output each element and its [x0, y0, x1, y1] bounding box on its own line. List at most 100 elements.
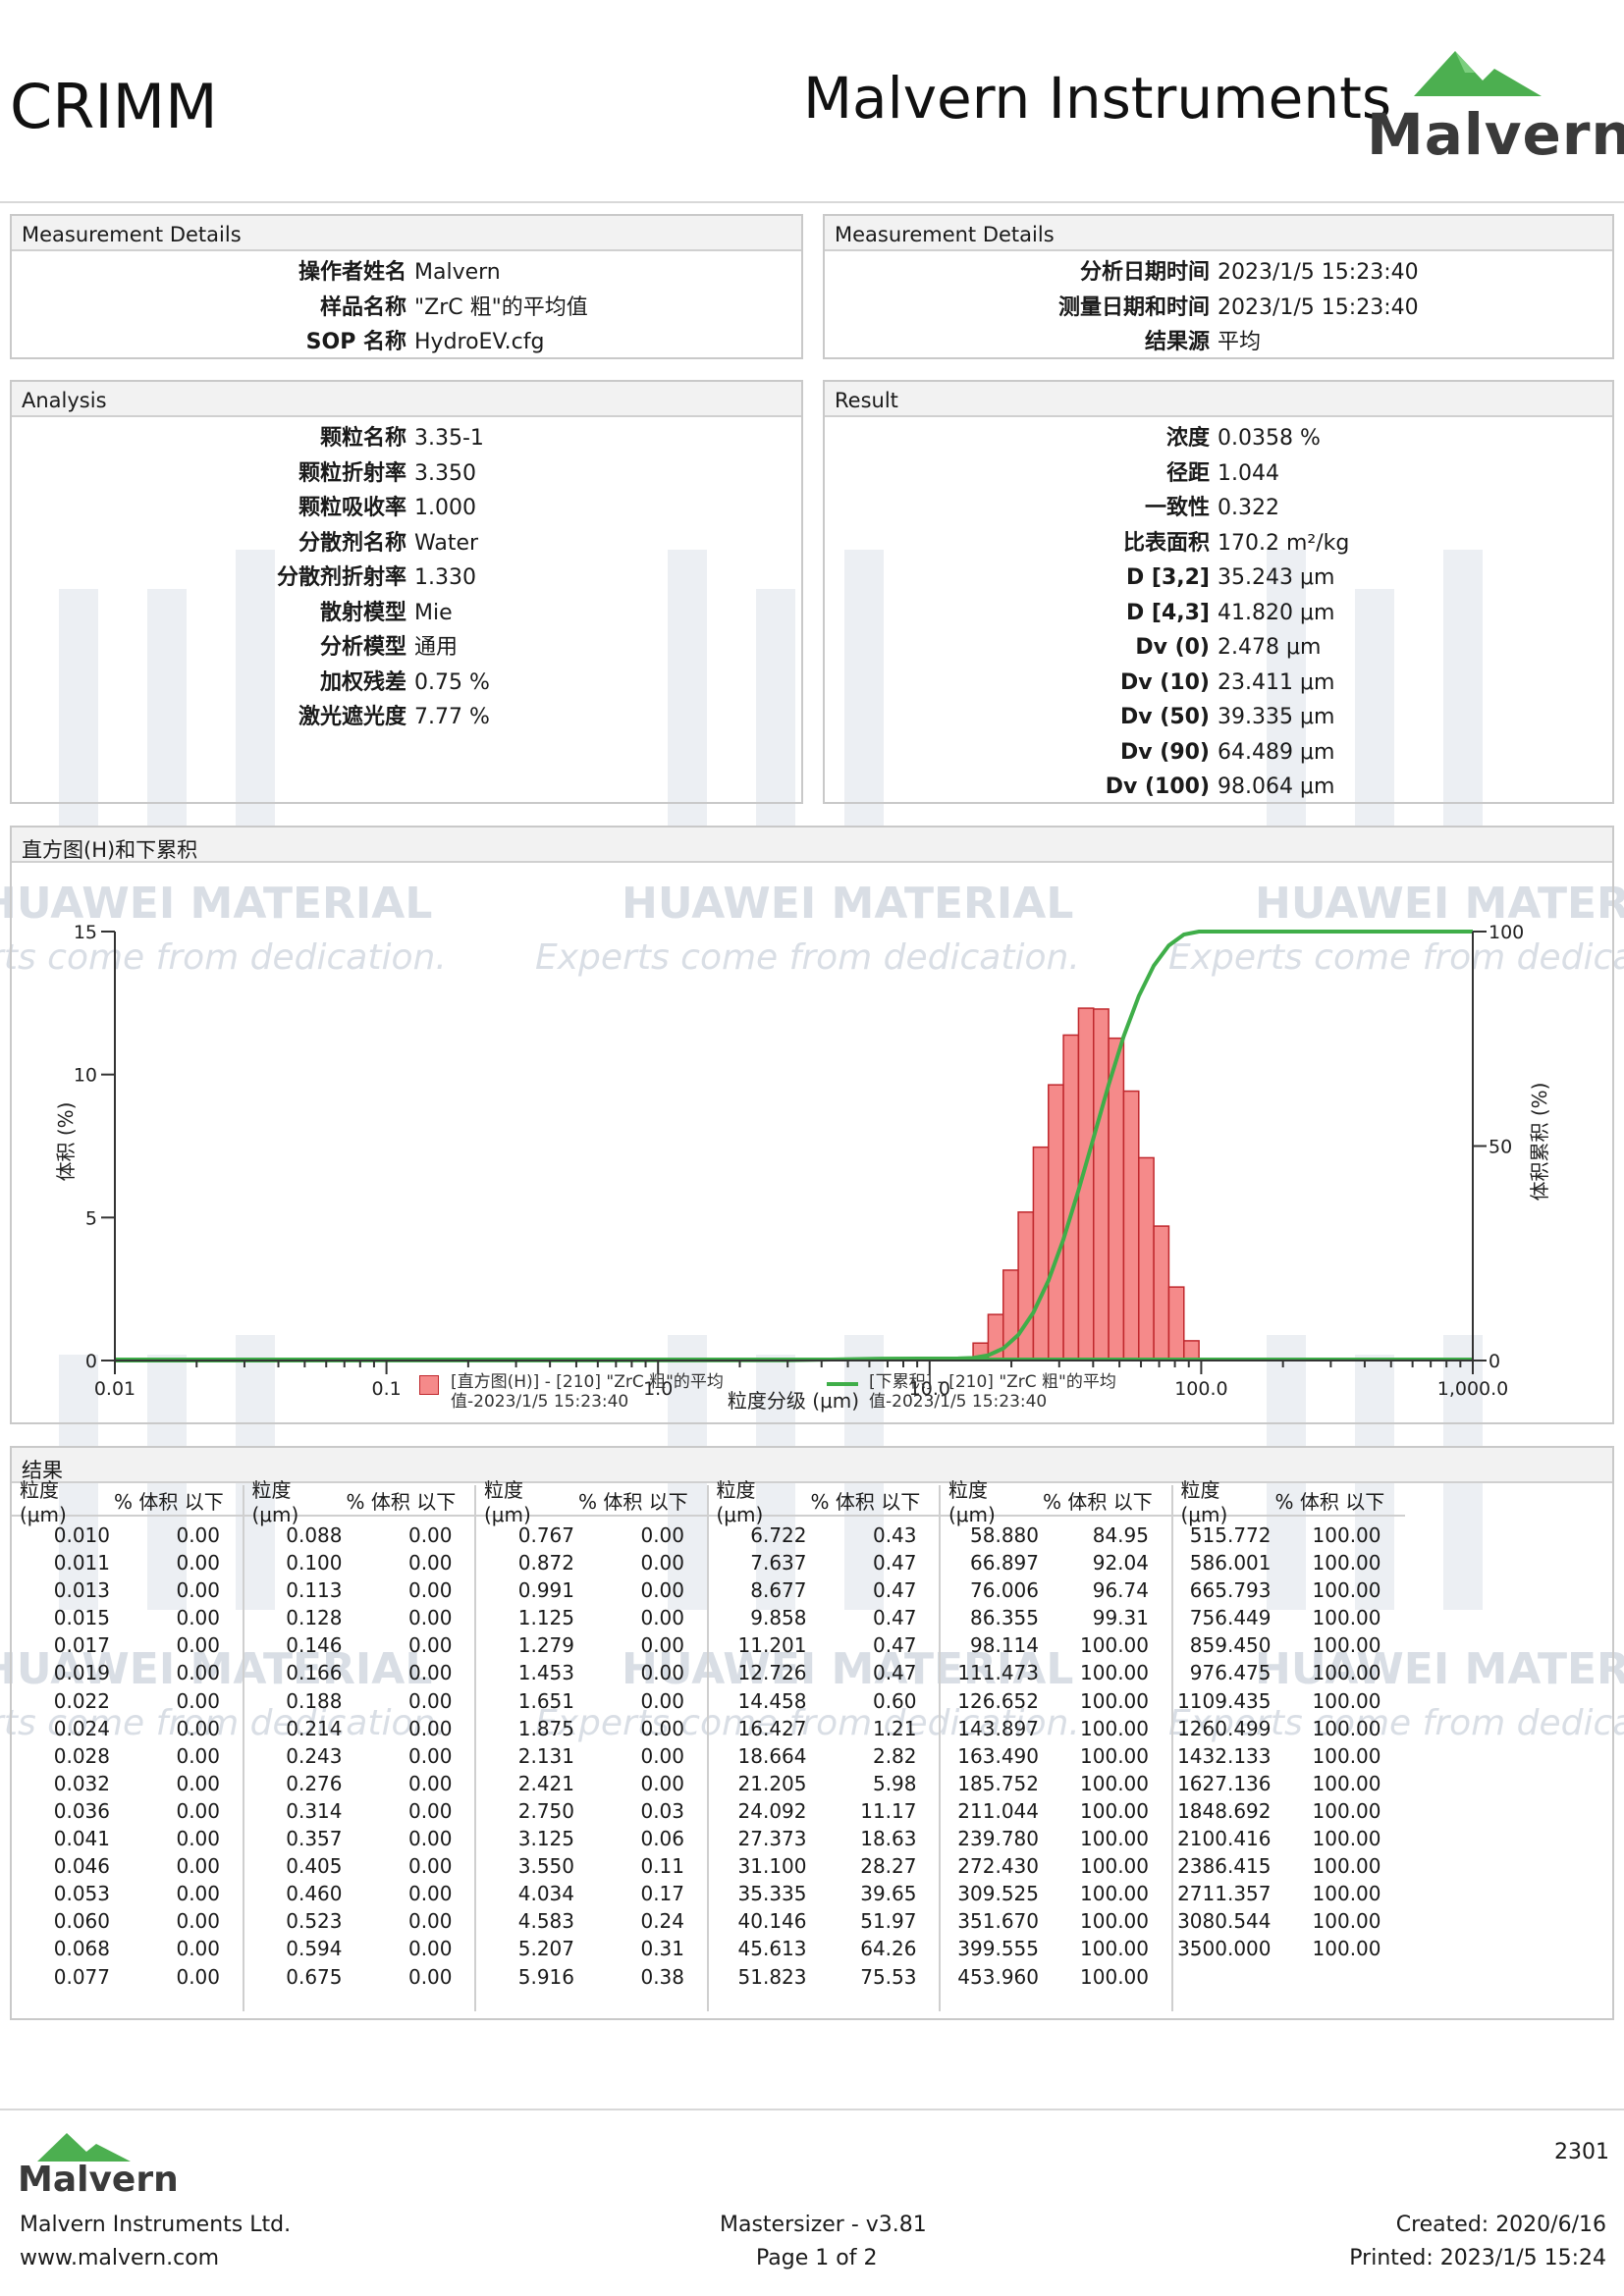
- table-row: 0.036 0.00: [12, 1797, 243, 1825]
- table-row: 21.205 5.98: [709, 1770, 940, 1797]
- size-value: 185.752: [957, 1771, 1039, 1795]
- volume-column-header: % 体积 以下: [578, 1489, 688, 1514]
- x-tick-label: 1,000.0: [1437, 1378, 1509, 1400]
- volume-value: 0.00: [176, 1827, 220, 1851]
- analysis-row: 激光遮光度 7.77 %: [12, 700, 490, 735]
- result-row: 径距 1.044: [825, 456, 1349, 492]
- volume-value: 64.26: [860, 1937, 917, 1961]
- volume-value: 0.24: [640, 1909, 684, 1934]
- size-value: 143.897: [957, 1716, 1039, 1740]
- analysis-row: 加权残差 0.75 %: [12, 666, 490, 701]
- footer-mountain-icon: [37, 2133, 131, 2162]
- table-row: 4.034 0.17: [476, 1880, 707, 1907]
- volume-value: 0.00: [176, 1523, 220, 1547]
- results-column: 粒度 (μm)% 体积 以下 58.880 84.95 66.897 92.04 76.0…: [941, 1478, 1173, 2011]
- analysis-value: Mie: [414, 600, 453, 625]
- result-value: 64.489 μm: [1218, 739, 1335, 765]
- results-column: 粒度 (μm) % 体积 以下 0.767 0.00 0.872 0.00 0.991 0.0…: [476, 1478, 709, 2011]
- histogram-bar: [1017, 1211, 1035, 1362]
- table-row: 2711.357 100.00: [1173, 1880, 1406, 1907]
- analysis-value: 0.75 %: [414, 669, 490, 695]
- volume-value: 0.47: [872, 1661, 917, 1685]
- result-value: 0.0358 %: [1218, 426, 1321, 451]
- table-row: 2.131 0.00: [476, 1742, 707, 1770]
- size-value: 12.726: [737, 1661, 807, 1685]
- footer-software-version: Mastersizer - v3.81: [720, 2213, 927, 2237]
- table-row: 515.772 100.00: [1173, 1522, 1406, 1549]
- table-row: 0.767 0.00: [476, 1522, 707, 1549]
- volume-value: 0.00: [176, 1854, 220, 1879]
- size-value: 1.453: [517, 1661, 574, 1685]
- volume-value: 0.00: [407, 1661, 453, 1685]
- table-row: 111.473 100.00: [941, 1659, 1171, 1686]
- table-row: 4.583 0.24: [476, 1907, 707, 1935]
- analysis-value: 7.77 %: [414, 705, 490, 729]
- table-row: 0.357 0.00: [244, 1825, 475, 1852]
- size-value: 1.279: [517, 1633, 574, 1658]
- x-tick-label: 1.0: [643, 1378, 673, 1400]
- size-value: 31.100: [737, 1854, 807, 1879]
- table-row: 1260.499 100.00: [1173, 1715, 1406, 1742]
- table-row: 0.276 0.00: [244, 1770, 475, 1797]
- table-row: 185.752 100.00: [941, 1770, 1171, 1797]
- detail-label: SOP 名称: [305, 330, 406, 354]
- volume-value: 0.00: [640, 1661, 684, 1685]
- table-row: 2.421 0.00: [476, 1770, 707, 1797]
- analysis-value: Water: [414, 530, 479, 556]
- result-label: 一致性: [1144, 496, 1210, 520]
- analysis-row: 颗粒吸收率 1.000: [12, 491, 490, 526]
- histogram-bars: [972, 1007, 1200, 1362]
- analysis-label: 激光遮光度: [298, 705, 406, 729]
- results-column: 粒度 (μm) % 体积 以下 6.722 0.43 7.637 0.47 8.677 0.4…: [708, 1478, 941, 2011]
- result-value: 35.243 μm: [1218, 565, 1335, 590]
- volume-value: 100.00: [1312, 1551, 1381, 1575]
- y-tick-label: 10: [74, 1065, 97, 1087]
- footer-website[interactable]: www.malvern.com: [20, 2246, 220, 2270]
- table-row: 0.011 0.00: [12, 1549, 243, 1576]
- size-value: 756.449: [1189, 1606, 1272, 1630]
- size-value: 0.013: [53, 1578, 110, 1603]
- result-row: 一致性 0.322: [825, 491, 1349, 526]
- volume-value: 0.00: [176, 1909, 220, 1934]
- size-value: 0.041: [53, 1827, 110, 1851]
- legend-cumulative-swatch: [827, 1382, 858, 1386]
- volume-value: 0.00: [640, 1606, 684, 1630]
- size-value: 3.550: [517, 1854, 574, 1879]
- volume-value: 100.00: [1312, 1909, 1381, 1934]
- histogram-bar: [1048, 1084, 1064, 1362]
- size-value: 272.430: [957, 1854, 1039, 1879]
- size-value: 3500.000: [1177, 1937, 1272, 1961]
- histogram-bar: [1093, 1008, 1110, 1362]
- result-row: 比表面积 170.2 m²/kg: [825, 526, 1349, 561]
- volume-value: 96.74: [1092, 1578, 1149, 1603]
- histogram-bar: [1108, 1037, 1125, 1362]
- volume-value: 100.00: [1080, 1771, 1149, 1795]
- volume-value: 100.00: [1080, 1909, 1149, 1934]
- volume-column-header: % 体积 以下: [1043, 1489, 1153, 1514]
- table-row: 0.022 0.00: [12, 1687, 243, 1715]
- table-row: 1.651 0.00: [476, 1687, 707, 1715]
- analysis-value: 1.330: [414, 565, 476, 590]
- table-row: 0.046 0.00: [12, 1852, 243, 1880]
- detail-label: 测量日期和时间: [1057, 294, 1210, 320]
- table-row: 27.373 18.63: [709, 1825, 940, 1852]
- size-value: 0.022: [53, 1688, 110, 1713]
- size-value: 351.670: [957, 1909, 1039, 1934]
- volume-value: 0.00: [407, 1937, 453, 1961]
- detail-value: Malvern: [414, 260, 501, 285]
- volume-value: 0.03: [640, 1798, 684, 1823]
- size-value: 2.750: [517, 1798, 574, 1823]
- volume-value: 0.47: [872, 1551, 917, 1575]
- volume-value: 100.00: [1080, 1661, 1149, 1685]
- table-row: 9.858 0.47: [709, 1604, 940, 1631]
- detail-row: 测量日期和时间 2023/1/5 15:23:40: [825, 291, 1419, 326]
- table-row: 0.146 0.00: [244, 1631, 475, 1659]
- table-row: 35.335 39.65: [709, 1880, 940, 1907]
- volume-value: 0.00: [176, 1633, 220, 1658]
- size-value: 586.001: [1189, 1551, 1272, 1575]
- volume-value: 100.00: [1080, 1854, 1149, 1879]
- volume-value: 0.47: [872, 1606, 917, 1630]
- size-value: 0.523: [286, 1909, 343, 1934]
- size-value: 126.652: [957, 1688, 1039, 1713]
- volume-value: 1.21: [872, 1716, 917, 1740]
